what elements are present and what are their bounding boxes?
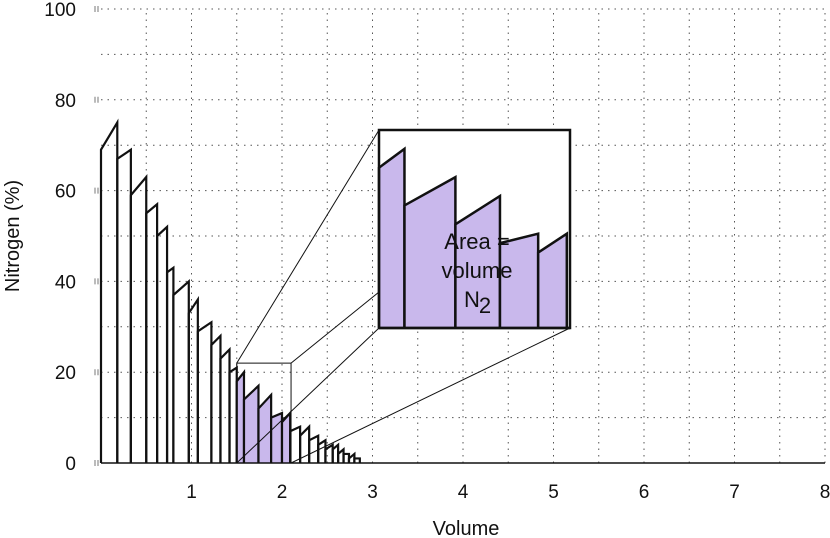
x-tick-label: 7 [729,482,740,503]
connector-line [236,129,380,364]
breath-segment [145,201,159,463]
connector-line [290,291,380,364]
inset-breath-fill [538,233,567,328]
y-tick-label: 80 [55,91,76,112]
y-tick-label: 0 [65,454,76,475]
breath-area-fill [282,413,291,463]
breath-segment [187,295,199,463]
connector-line [290,327,571,464]
breath-segment [308,433,320,463]
inset-breath-fill [455,196,500,328]
y-tick-label: 60 [55,182,76,203]
breath-segment [219,346,231,463]
y-tick-label: 100 [44,0,76,21]
breath-segment [289,424,302,463]
breath-area-fill [258,394,272,463]
x-tick-label: 1 [186,482,197,503]
breath-area-fill [271,413,282,463]
breath-segment [116,147,132,463]
y-tick-label: 20 [55,363,76,384]
inset-breath-fill [404,177,456,328]
data-series [99,118,361,463]
zoom-inset [236,128,572,464]
x-tick-label: 4 [458,482,469,503]
x-tick-label: 3 [367,482,378,503]
breath-area-fill [236,372,244,463]
grid [101,8,826,463]
highlight-box [236,362,292,464]
breath-segment [210,333,222,463]
inset-breath-segment [536,231,569,328]
inset-annotation-subscript: 2 [479,293,491,318]
inset-annotation-line3: N [464,287,480,312]
x-tick-label: 6 [639,482,650,503]
inset-breath-fill [499,233,539,328]
x-tick-label: 5 [548,482,559,503]
breath-segment [129,173,148,463]
inset-annotation-line1: Area = [444,229,509,254]
breath-segment [353,457,361,463]
inset-border [377,128,572,330]
x-tick-label: 2 [277,482,288,503]
x-tick-label: 8 [820,482,830,503]
breath-segment [99,118,119,463]
breath-segment [156,224,169,463]
connector-line [236,327,380,464]
breath-area-fill [243,385,259,463]
y-tick-label: 40 [55,272,76,293]
y-axis-title: Nitrogen (%) [2,180,24,292]
breath-segment [196,320,213,463]
inset-breath-fill [379,148,405,328]
axes [94,6,825,466]
inset-annotation-line2: volume [442,258,513,283]
x-axis-title: Volume [433,518,500,538]
